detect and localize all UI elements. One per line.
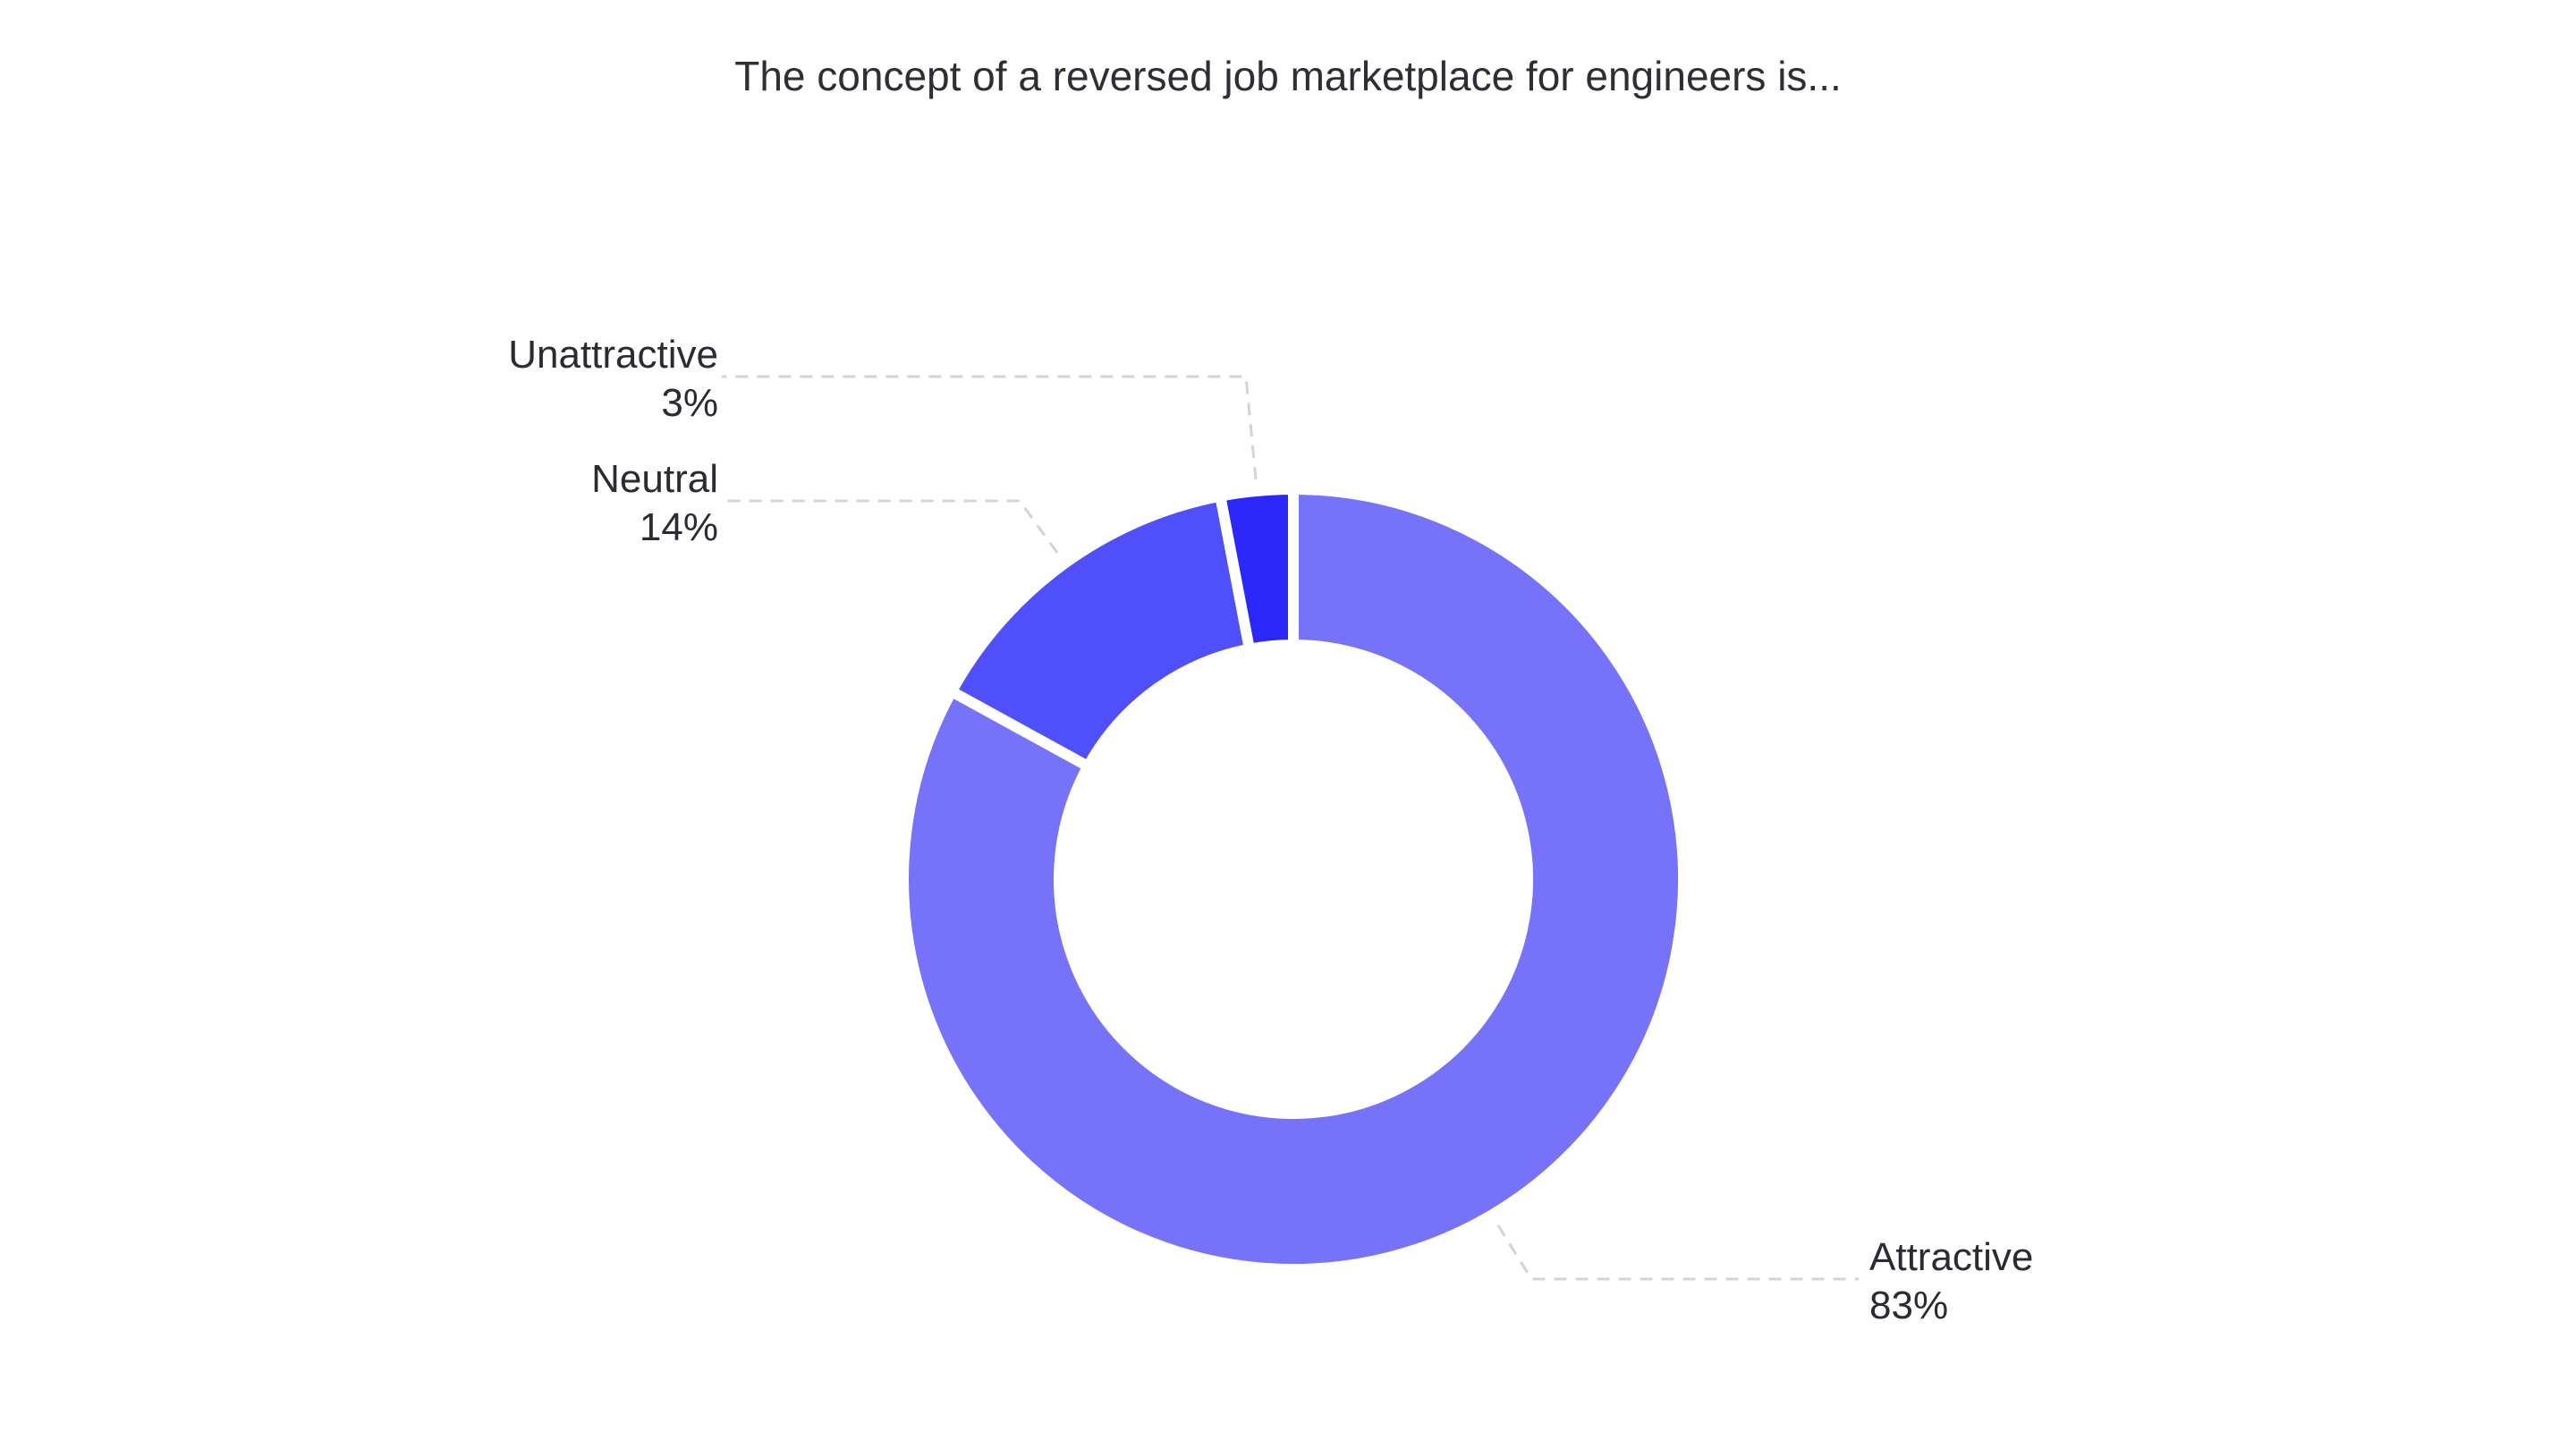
label-neutral-name: Neutral: [591, 457, 718, 501]
label-unattractive-name: Unattractive: [508, 333, 718, 377]
label-attractive-name: Attractive: [1869, 1235, 2033, 1279]
label-unattractive-value: 3%: [661, 381, 718, 425]
leader-line-unattractive: [722, 375, 1258, 480]
chart-title: The concept of a reversed job marketplac…: [734, 53, 1842, 99]
slice-attractive: [898, 484, 1689, 1275]
label-attractive-value: 83%: [1869, 1284, 1948, 1327]
slice-neutral: [945, 490, 1255, 772]
slice-unattractive: [1215, 484, 1299, 655]
leader-line-neutral: [722, 499, 1059, 554]
label-neutral-value: 14%: [640, 505, 718, 549]
leader-line-attractive: [1496, 1224, 1859, 1281]
